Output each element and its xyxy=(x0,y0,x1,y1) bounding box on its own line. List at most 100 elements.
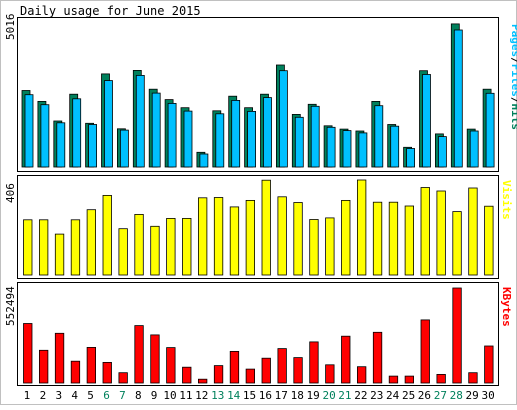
hits-files-bars xyxy=(21,23,495,168)
kbytes-bar-day-28 xyxy=(452,287,462,384)
visits-panel: 406 Visits xyxy=(4,175,513,279)
x-tick-label-day-3: 3 xyxy=(55,389,62,402)
x-tick-label-day-25: 25 xyxy=(402,389,415,402)
files-bar-day-7 xyxy=(120,129,129,168)
files-bar-day-17 xyxy=(278,70,288,168)
files-bar-day-11 xyxy=(183,110,193,168)
files-bar-day-16 xyxy=(263,97,272,168)
visits-bar-day-22 xyxy=(356,179,367,276)
kbytes-bar-day-23 xyxy=(372,331,383,384)
kbytes-bar-day-7 xyxy=(118,372,128,384)
visits-bar-day-1 xyxy=(23,219,33,276)
files-bar-day-5 xyxy=(88,124,97,168)
x-tick-label-day-19: 19 xyxy=(306,389,319,402)
files-bar-day-6 xyxy=(104,80,113,168)
visits-bar-day-25 xyxy=(404,205,415,276)
kbytes-panel: 552494 KBytes xyxy=(4,282,513,386)
visits-bar-day-30 xyxy=(484,205,494,276)
visits-bar-day-27 xyxy=(436,190,446,276)
x-tick-label-day-4: 4 xyxy=(71,389,78,402)
hits-legend: Pages/Files/Hits xyxy=(509,24,517,130)
visits-bar-day-16 xyxy=(261,179,271,276)
visits-bar-day-28 xyxy=(452,211,462,276)
kbytes-bar-day-20 xyxy=(325,364,335,384)
x-tick-label-day-8: 8 xyxy=(135,389,142,402)
visits-bar-day-2 xyxy=(39,219,49,276)
kbytes-bar-day-29 xyxy=(468,372,478,384)
x-tick-label-day-6: 6 xyxy=(103,389,110,402)
visits-bar-day-18 xyxy=(293,202,303,276)
visits-legend: Visits xyxy=(500,180,513,220)
files-bar-day-4 xyxy=(72,98,82,168)
visits-bar-day-21 xyxy=(341,199,351,276)
files-bar-day-13 xyxy=(215,113,225,168)
kbytes-bar-day-17 xyxy=(277,348,287,384)
files-bar-day-28 xyxy=(453,29,463,168)
x-tick-label-day-2: 2 xyxy=(40,389,47,402)
legend-sep-2: / xyxy=(509,97,517,104)
files-bar-day-12 xyxy=(199,153,209,168)
visits-bar-day-20 xyxy=(325,217,335,276)
legend-hits: Hits xyxy=(509,104,517,131)
kbytes-bar-day-4 xyxy=(70,360,81,384)
kbytes-bars xyxy=(23,287,494,384)
kbytes-bar-day-25 xyxy=(404,375,415,384)
legend-files: Files xyxy=(509,64,517,97)
files-bar-day-15 xyxy=(247,111,257,168)
x-tick-label-day-28: 28 xyxy=(450,389,463,402)
kbytes-bar-day-8 xyxy=(134,325,144,384)
visits-bar-day-6 xyxy=(102,194,112,276)
x-axis-labels: 1 2 3 4 5 6 7 8 9 10 11 12 13 14 15 16 17 18 19 20 21 22 23 24 2… xyxy=(24,389,495,402)
hits-files-panel: 5016 Pages/Files/Hits xyxy=(4,14,517,172)
x-tick-label-day-1: 1 xyxy=(24,389,31,402)
x-tick-label-day-13: 13 xyxy=(211,389,224,402)
x-tick-label-day-16: 16 xyxy=(259,389,272,402)
kbytes-bar-day-13 xyxy=(213,365,224,384)
kbytes-legend: KBytes xyxy=(500,287,513,327)
hits-max-label: 5016 xyxy=(4,14,17,41)
x-tick-label-day-27: 27 xyxy=(434,389,447,402)
visits-bar-day-26 xyxy=(420,187,430,276)
files-bar-day-29 xyxy=(469,130,479,168)
files-bar-day-19 xyxy=(310,105,320,168)
visits-bar-day-3 xyxy=(54,233,65,276)
x-tick-label-day-23: 23 xyxy=(370,389,383,402)
x-tick-label-day-9: 9 xyxy=(151,389,158,402)
chart-title: Daily usage for June 2015 xyxy=(20,4,201,18)
x-tick-label-day-22: 22 xyxy=(354,389,367,402)
kbytes-panel-frame xyxy=(17,282,499,386)
kbytes-bar-day-22 xyxy=(356,366,367,384)
visits-bar-day-4 xyxy=(70,219,81,276)
kbytes-bar-day-10 xyxy=(166,347,176,384)
visits-bar-day-23 xyxy=(372,201,383,276)
kbytes-bar-day-6 xyxy=(102,361,112,384)
visits-bar-day-10 xyxy=(166,217,176,276)
files-bar-day-18 xyxy=(294,116,304,168)
legend-sep-1: / xyxy=(509,57,517,64)
files-bar-day-21 xyxy=(342,130,352,168)
x-tick-label-day-15: 15 xyxy=(243,389,256,402)
visits-bar-day-15 xyxy=(245,199,256,276)
visits-panel-frame xyxy=(17,175,499,279)
kbytes-bar-day-21 xyxy=(341,335,351,384)
x-tick-label-day-29: 29 xyxy=(465,389,478,402)
x-tick-label-day-11: 11 xyxy=(179,389,192,402)
visits-bar-day-14 xyxy=(229,206,240,276)
x-tick-label-day-14: 14 xyxy=(227,389,241,402)
kbytes-bar-day-5 xyxy=(86,346,96,384)
files-bar-day-10 xyxy=(167,103,177,168)
kbytes-bar-day-27 xyxy=(436,373,446,384)
visits-bar-day-12 xyxy=(197,197,208,276)
kbytes-bar-day-3 xyxy=(54,332,65,384)
kbytes-bar-day-16 xyxy=(261,357,271,384)
files-bar-day-24 xyxy=(390,125,400,168)
files-bar-day-14 xyxy=(231,100,241,168)
kbytes-bar-day-9 xyxy=(150,334,160,384)
visits-bar-day-8 xyxy=(134,213,144,276)
x-tick-label-day-10: 10 xyxy=(163,389,176,402)
kbytes-bar-day-2 xyxy=(39,349,49,384)
files-bar-day-27 xyxy=(437,136,447,168)
files-bar-day-20 xyxy=(326,126,336,168)
hits-panel-frame xyxy=(17,17,499,172)
